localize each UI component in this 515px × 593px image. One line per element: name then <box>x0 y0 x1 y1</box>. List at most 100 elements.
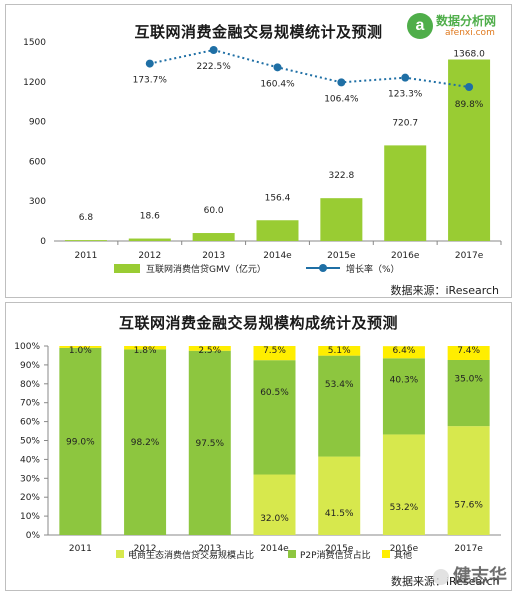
growth-rate-label: 173.7% <box>133 76 168 86</box>
segment-value-label: 7.4% <box>457 346 480 356</box>
stacked-bar-segment <box>447 426 490 535</box>
growth-rate-point <box>145 59 154 68</box>
stacked-bar-segment <box>318 355 361 457</box>
legend-label: P2P消费信贷占比 <box>300 549 371 561</box>
stacked-bar-segment <box>59 346 102 348</box>
segment-value-label: 40.3% <box>390 376 419 386</box>
logo-mark-icon: a <box>407 13 433 39</box>
segment-value-label: 32.0% <box>260 514 289 524</box>
segment-value-label: 1.8% <box>134 346 157 356</box>
segment-value-label: 53.2% <box>390 503 419 513</box>
stacked-bar-segment <box>124 349 167 535</box>
gmv-chart-svg: 0 300 600 900 1200 1500 6.8 2011 18.6 2012 60.0 201… <box>23 38 502 275</box>
legend-label: 电商生态消费信贷交易规模占比 <box>128 549 254 561</box>
stacked-bar-segment <box>382 346 425 359</box>
y-tick-label: 100% <box>14 342 40 352</box>
segment-value-label: 53.4% <box>325 380 354 390</box>
x-tick-label: 2015e <box>327 251 356 261</box>
y-tick-label: 1500 <box>23 38 46 48</box>
segment-value-label: 2.5% <box>198 346 221 356</box>
bar-value-label: 60.0 <box>204 206 224 216</box>
chart-title: 互联网消费金融交易规模构成统计及预测 <box>118 314 398 332</box>
y-tick-label: 60% <box>20 418 40 428</box>
logo-name: 数据分析网 <box>436 14 497 28</box>
stacked-bar-segment <box>318 456 361 535</box>
y-tick-label: 90% <box>20 361 40 371</box>
stacked-bar-segment <box>253 346 296 361</box>
bar <box>64 240 107 241</box>
segment-value-label: 99.0% <box>66 437 95 447</box>
legend-label-gmv: 互联网消费信贷GMV（亿元） <box>146 263 266 275</box>
x-tick-label: 2015e <box>325 544 354 554</box>
x-tick-label: 2011 <box>74 251 97 261</box>
y-tick-label: 20% <box>20 493 40 503</box>
growth-rate-point <box>337 78 346 87</box>
x-tick-label: 2012 <box>138 251 161 261</box>
stacked-bar-segment <box>318 346 361 356</box>
x-tick-label: 2017e <box>455 251 484 261</box>
y-tick-label: 10% <box>20 512 40 522</box>
legend-marker-growth <box>319 264 327 272</box>
bar <box>384 145 427 241</box>
stacked-bar-segment <box>59 347 102 535</box>
watermark-text: 健志华 <box>453 566 507 587</box>
segment-value-label: 1.0% <box>69 346 92 356</box>
x-tick-label: 2014e <box>263 251 292 261</box>
bar <box>192 233 235 241</box>
growth-rate-label: 89.8% <box>455 100 484 110</box>
growth-rate-point <box>209 46 218 54</box>
bar-value-label: 6.8 <box>79 213 94 223</box>
x-tick-label: 2014e <box>260 544 289 554</box>
growth-rate-label: 106.4% <box>324 94 359 104</box>
chart-panel-gmv: 互联网消费金融交易规模统计及预测 a 数据分析网 afenxi.com 0 300… <box>5 4 512 298</box>
stacked-bar-segment <box>447 359 490 427</box>
y-tick-label: 0% <box>26 531 41 541</box>
y-tick-label: 600 <box>29 157 46 167</box>
segment-value-label: 7.5% <box>263 346 286 356</box>
y-tick-label: 40% <box>20 455 40 465</box>
stacked-bar-segment <box>253 474 296 535</box>
stacked-bar-segment <box>382 358 425 435</box>
bar-value-label: 156.4 <box>265 193 291 203</box>
legend-label: 其他 <box>394 549 412 561</box>
source-note: 数据来源：iResearch <box>390 284 499 297</box>
x-tick-label: 2016e <box>390 544 419 554</box>
bar-value-label: 1368.0 <box>453 50 485 60</box>
bar-value-label: 322.8 <box>328 171 354 181</box>
y-tick-label: 80% <box>20 380 40 390</box>
y-tick-label: 900 <box>29 118 46 128</box>
y-tick-label: 0 <box>40 237 46 247</box>
segment-value-label: 98.2% <box>131 438 160 448</box>
legend-swatch <box>382 550 390 558</box>
watermark: 健志华 <box>433 562 507 588</box>
stacked-bar-segment <box>382 434 425 535</box>
stacked-bar-segment <box>124 346 167 350</box>
segment-value-label: 5.1% <box>328 346 351 356</box>
bar <box>128 238 171 241</box>
stacked-bar-segment <box>253 360 296 475</box>
growth-rate-label: 123.3% <box>388 90 423 100</box>
watermark-avatar-icon <box>433 569 449 585</box>
chart-panel-composition: 互联网消费金融交易规模构成统计及预测 0% 10% 20% 30% 40% 50% 60% 7… <box>5 302 512 591</box>
segment-value-label: 35.0% <box>454 375 483 385</box>
segment-value-label: 60.5% <box>260 388 289 398</box>
growth-rate-line <box>149 48 470 88</box>
bar-value-label: 18.6 <box>140 212 160 222</box>
y-tick-label: 1200 <box>23 78 46 88</box>
stacked-bar-segment <box>447 346 490 360</box>
stacked-bar-segment <box>188 346 231 351</box>
bar-value-label: 720.7 <box>392 118 418 128</box>
segment-value-label: 57.6% <box>454 501 483 511</box>
x-tick-label: 2013 <box>202 251 225 261</box>
x-tick-label: 2016e <box>391 251 420 261</box>
legend-label-growth: 增长率（%） <box>346 263 400 275</box>
bar <box>320 198 363 241</box>
growth-rate-point <box>465 83 474 91</box>
legend-swatch-gmv <box>114 264 140 273</box>
legend-swatch <box>116 550 124 558</box>
y-tick-label: 70% <box>20 399 40 409</box>
segment-value-label: 97.5% <box>195 439 224 449</box>
x-tick-label: 2012 <box>134 544 157 554</box>
legend-swatch <box>288 550 296 558</box>
logo-url: afenxi.com <box>445 28 495 38</box>
